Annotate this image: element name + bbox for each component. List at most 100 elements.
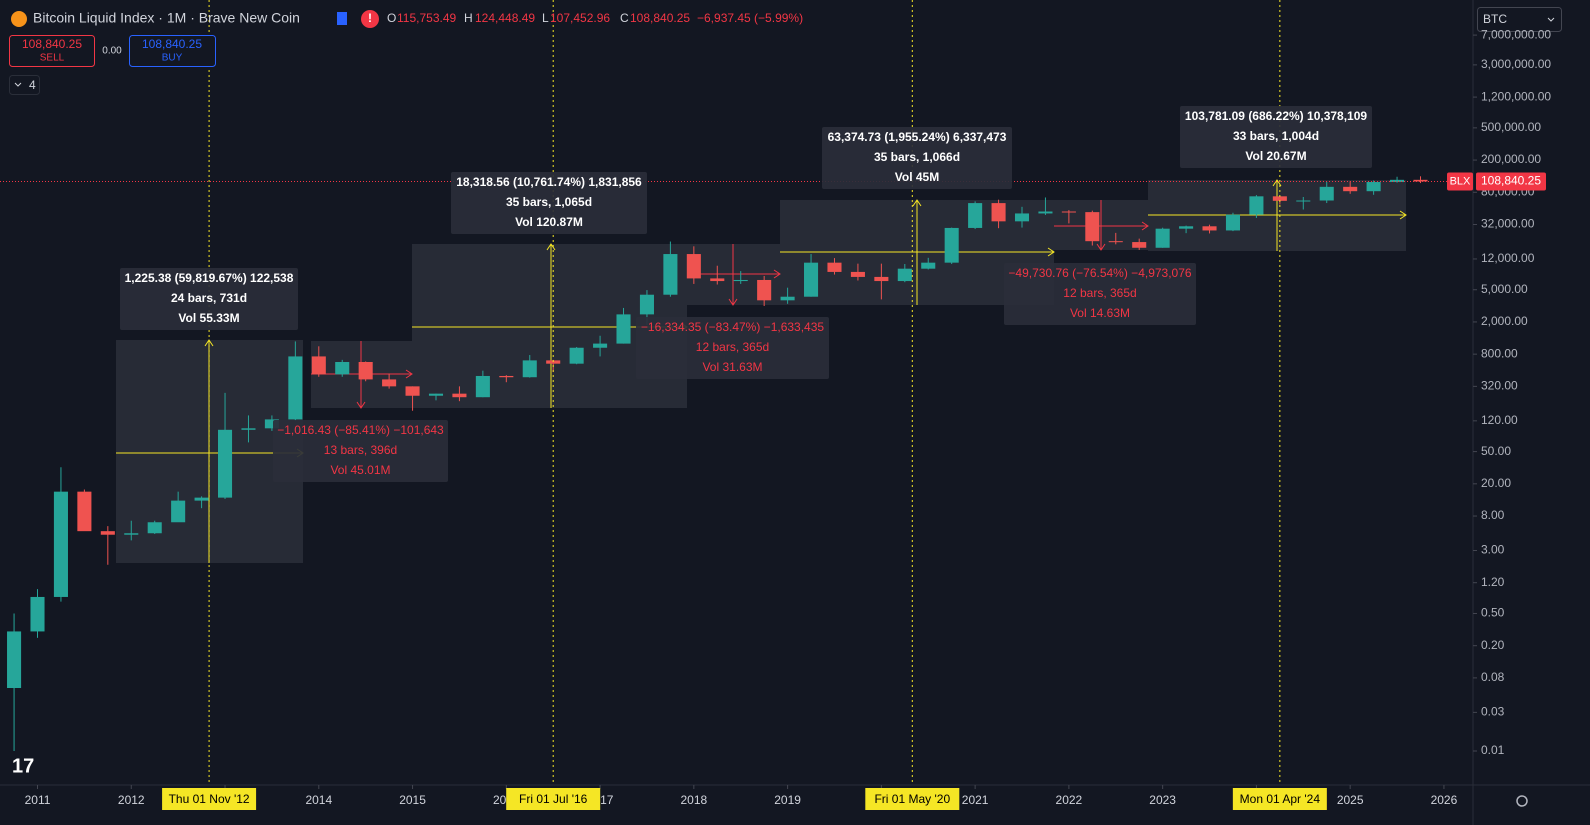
currency-select[interactable]: [1477, 7, 1562, 32]
candle-body: [1061, 211, 1076, 213]
arrow-head: [1399, 210, 1407, 220]
candle-body: [593, 343, 608, 348]
candle-body: [733, 279, 748, 282]
ohlc-label: L: [542, 11, 549, 25]
x-tick-label: 2021: [962, 793, 989, 807]
candle-body: [1366, 182, 1381, 192]
ohlc-label: C: [620, 11, 629, 25]
candle-body: [171, 500, 186, 523]
candle-body: [686, 254, 701, 279]
arrow-head: [1141, 221, 1149, 231]
candle-body: [639, 294, 654, 315]
y-tick-label: 8.00: [1481, 508, 1505, 522]
measure-label-box: [636, 317, 829, 379]
ohlc-value: 124,448.49: [475, 11, 535, 25]
measure-label-box: [822, 127, 1012, 189]
candle-body: [663, 254, 678, 295]
candle-body: [921, 262, 936, 269]
measure-label: −1,016.43 (−85.41%) −101,643: [277, 423, 444, 437]
indicators-toggle[interactable]: [9, 75, 40, 95]
x-tick-label: 2025: [1337, 793, 1364, 807]
y-tick-label: 500,000.00: [1481, 120, 1541, 134]
y-tick-label: 0.03: [1481, 705, 1505, 719]
candle-body: [7, 631, 22, 689]
coin-icon: [11, 11, 27, 27]
candle-body: [452, 393, 467, 398]
candle-body: [944, 227, 959, 263]
candle-body: [30, 596, 45, 632]
measure-label: 63,374.73 (1,955.24%) 6,337,473: [828, 130, 1007, 144]
logo: 17: [12, 755, 34, 777]
candle-body: [335, 361, 350, 375]
y-tick-label: 7,000,000.00: [1481, 27, 1551, 41]
symbol-tag: [1447, 172, 1473, 191]
y-tick-label: 5,000.00: [1481, 282, 1528, 296]
measure-label: 35 bars, 1,066d: [874, 150, 960, 164]
candle-body: [1014, 213, 1030, 222]
y-tick-label: 320.00: [1481, 379, 1518, 393]
candle-body: [288, 356, 303, 420]
chevron: [1547, 17, 1555, 22]
x-tick-label: 2018: [680, 793, 707, 807]
measure-label: 103,781.09 (686.22%) 10,378,109: [1185, 109, 1367, 123]
candle-body: [311, 356, 326, 375]
candle-body: [522, 360, 537, 378]
candle-body: [850, 271, 865, 277]
measure-label-box: [1180, 106, 1372, 168]
alert-icon[interactable]: [361, 10, 379, 28]
buy-label: BUY: [162, 53, 183, 64]
candle-body: [1179, 226, 1194, 229]
candle-body: [1272, 196, 1287, 201]
candle-body: [1108, 241, 1123, 243]
candle-body: [53, 491, 68, 597]
arrow-head: [1272, 179, 1282, 187]
currency: BTC: [1483, 12, 1507, 26]
candle-body: [475, 375, 490, 398]
chevron: [14, 82, 22, 87]
candle-body: [1413, 179, 1428, 182]
candle-body: [405, 386, 420, 396]
candle-body: [100, 531, 115, 535]
measure-label: 12 bars, 365d: [1063, 286, 1136, 300]
candle-body: [217, 429, 233, 498]
date-marker-label: Mon 01 Apr '24: [1240, 792, 1321, 806]
y-tick-label: 3,000,000.00: [1481, 57, 1551, 71]
arrow-head: [405, 369, 413, 379]
candle-body: [616, 314, 631, 344]
candle-body: [1390, 179, 1405, 183]
date-marker-box: [865, 788, 960, 810]
candle-body: [1296, 200, 1311, 202]
flag-icon[interactable]: [337, 12, 347, 25]
arrow-head: [356, 401, 366, 409]
date-marker-box: [506, 788, 601, 810]
symbol-title: Bitcoin Liquid Index · 1M · Brave New Co…: [33, 10, 300, 26]
measure-label: Vol 45M: [895, 170, 939, 184]
candle-body: [569, 347, 584, 364]
x-tick-label: 2015: [399, 793, 426, 807]
candle-body: [147, 522, 162, 534]
candle-body: [757, 279, 772, 301]
candle-body: [710, 278, 725, 282]
measure-label-box: [120, 268, 298, 330]
candle-body: [1155, 228, 1170, 248]
buy-price: 108,840.25: [142, 37, 202, 51]
y-tick-label: 0.20: [1481, 638, 1505, 652]
y-tick-label: 12,000.00: [1481, 251, 1535, 265]
y-tick-label: 32,000.00: [1481, 217, 1535, 231]
x-tick-label: 2026: [1431, 793, 1458, 807]
measure-label: Vol 55.33M: [178, 311, 239, 325]
date-marker-label: Thu 01 Nov '12: [169, 792, 250, 806]
sell-price: 108,840.25: [22, 37, 82, 51]
alert-mark: !: [368, 11, 372, 25]
buy-button[interactable]: [129, 35, 216, 67]
settings-icon[interactable]: [1516, 795, 1528, 807]
measure-label: Vol 120.87M: [515, 215, 583, 229]
ohlc-label: H: [464, 11, 473, 25]
sell-button[interactable]: [9, 35, 95, 67]
ohlc-value: 115,753.49: [397, 11, 456, 25]
measure-label: 18,318.56 (10,761.74%) 1,831,856: [456, 175, 642, 189]
x-tick-label: 2012: [118, 793, 145, 807]
measure-label-box: [273, 420, 448, 482]
measure-label: Vol 14.63M: [1070, 306, 1130, 320]
